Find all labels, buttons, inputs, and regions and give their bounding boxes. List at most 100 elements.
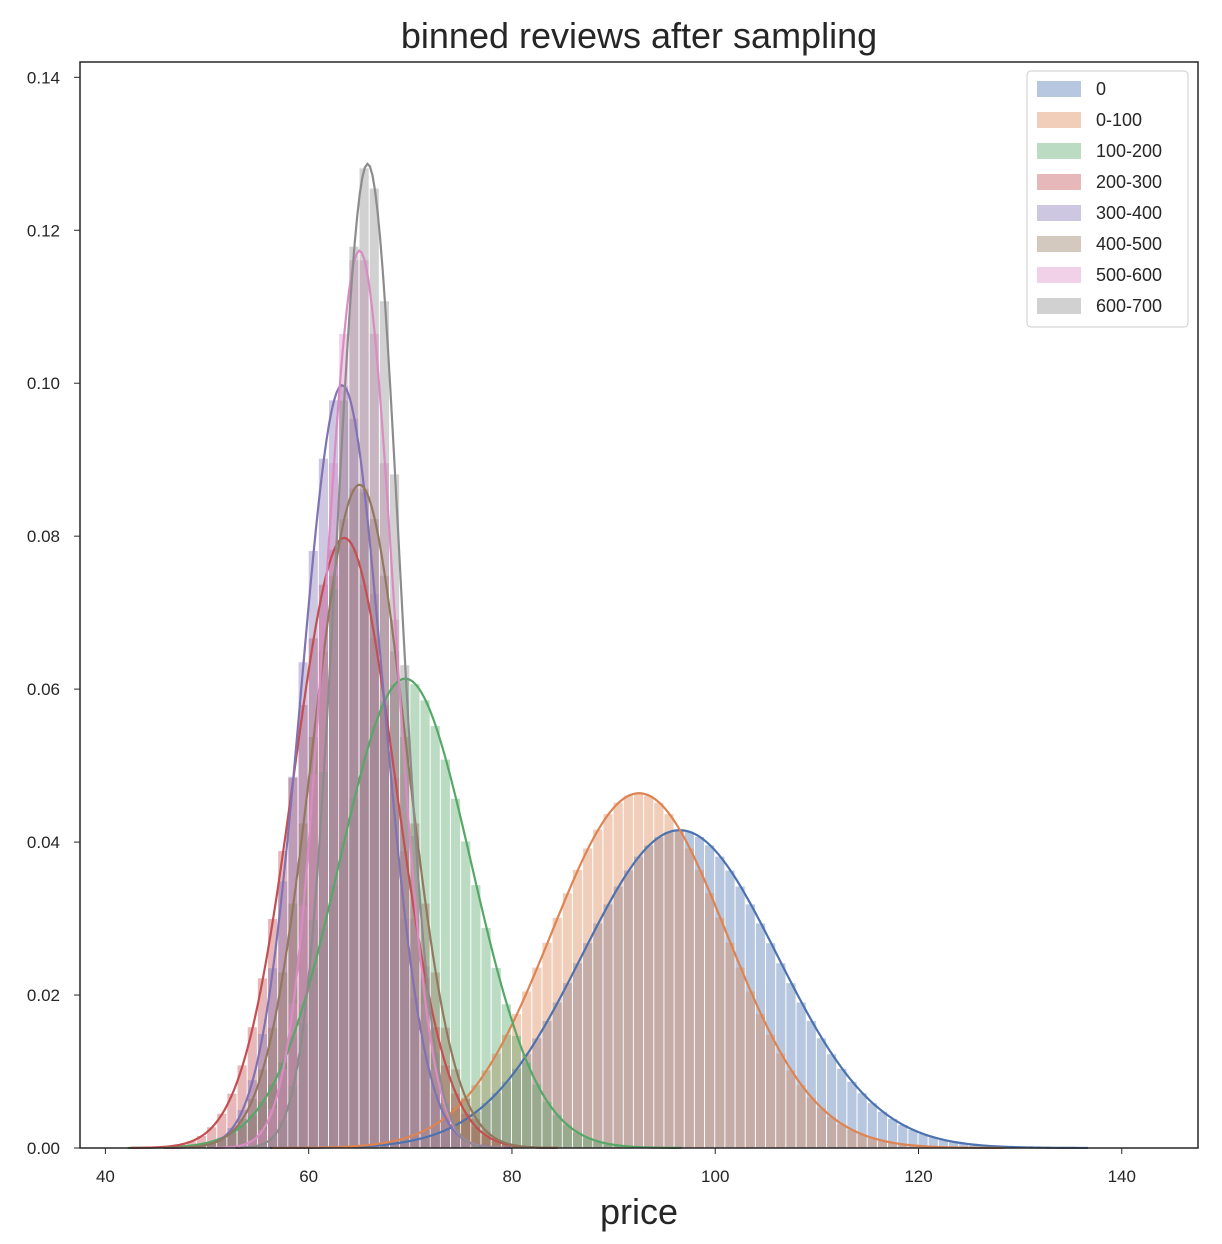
bar-300-400-58 bbox=[288, 776, 298, 1148]
bar-0-117 bbox=[888, 1118, 898, 1148]
bar-0-100-91 bbox=[623, 795, 633, 1148]
x-axis-ticks: 40 60 80 100 120 140 bbox=[96, 1148, 1136, 1186]
bar-0-100-100 bbox=[715, 917, 725, 1148]
bar-100-200-53 bbox=[237, 1125, 247, 1148]
bar-0-90 bbox=[613, 886, 623, 1148]
bar-0-100-105 bbox=[766, 1034, 776, 1148]
bar-400-500-70 bbox=[410, 823, 420, 1148]
bar-200-300-57 bbox=[278, 850, 288, 1148]
x-tick-label-80: 80 bbox=[502, 1167, 521, 1186]
bar-0-124 bbox=[959, 1143, 969, 1148]
bar-0-100-108 bbox=[796, 1085, 806, 1148]
bar-500-600-76 bbox=[471, 1145, 481, 1148]
bar-300-400-56 bbox=[268, 968, 278, 1148]
bar-0-100-110 bbox=[816, 1108, 827, 1148]
bar-0-100-84 bbox=[552, 917, 562, 1148]
bar-500-600-75 bbox=[461, 1140, 471, 1148]
bar-0-78 bbox=[491, 1093, 501, 1148]
bar-400-500-71 bbox=[420, 903, 430, 1148]
bar-200-300-70 bbox=[410, 918, 420, 1148]
chart-title: binned reviews after sampling bbox=[401, 15, 877, 56]
bar-200-300-79 bbox=[501, 1144, 511, 1148]
kde-line-0-100 bbox=[271, 792, 1004, 1150]
y-tick-label-0.10: 0.10 bbox=[27, 374, 60, 393]
x-tick-label-60: 60 bbox=[299, 1167, 318, 1186]
legend-label-0: 0 bbox=[1096, 79, 1106, 99]
bar-0-98 bbox=[694, 837, 705, 1148]
bar-400-500-64 bbox=[349, 488, 359, 1148]
bar-0-100-92 bbox=[633, 793, 644, 1148]
bar-0-111 bbox=[827, 1054, 837, 1148]
bar-200-300-66 bbox=[369, 638, 379, 1148]
bar-0-80 bbox=[511, 1068, 522, 1148]
bar-200-300-71 bbox=[420, 978, 430, 1148]
bar-0-100-119 bbox=[908, 1145, 918, 1148]
bar-0-76 bbox=[471, 1111, 481, 1148]
bar-0-100-85 bbox=[562, 893, 572, 1148]
bar-100-200-71 bbox=[420, 700, 430, 1148]
bar-0-100-81 bbox=[522, 991, 532, 1148]
bar-0-100-101 bbox=[725, 942, 735, 1148]
bar-400-500-72 bbox=[430, 972, 440, 1148]
bar-0-91 bbox=[623, 870, 633, 1148]
bar-0-100-89 bbox=[603, 814, 613, 1148]
bar-0-100-72 bbox=[430, 1124, 440, 1148]
bar-0-113 bbox=[847, 1081, 857, 1148]
legend-label-0-100: 0-100 bbox=[1096, 110, 1142, 130]
bar-300-400-70 bbox=[410, 997, 420, 1148]
bar-0-100-99 bbox=[705, 893, 715, 1148]
bar-0-100-97 bbox=[684, 848, 694, 1148]
bar-0-100-113 bbox=[847, 1130, 857, 1148]
bar-100-200-85 bbox=[562, 1125, 572, 1148]
bar-100-200-84 bbox=[552, 1115, 562, 1148]
x-axis-label: price bbox=[600, 1191, 678, 1232]
bar-100-200-62 bbox=[329, 885, 339, 1148]
bar-400-500-61 bbox=[318, 651, 329, 1148]
legend-swatch-300-400 bbox=[1037, 205, 1081, 221]
bar-0-101 bbox=[725, 870, 735, 1148]
bar-0-115 bbox=[867, 1103, 877, 1148]
bar-600-700-72 bbox=[430, 1052, 440, 1148]
bar-100-200-78 bbox=[491, 968, 501, 1148]
bar-200-300-74 bbox=[450, 1093, 461, 1148]
kde-line-300-400 bbox=[171, 384, 512, 1149]
bar-400-500-62 bbox=[329, 575, 339, 1148]
bar-500-600-71 bbox=[420, 1003, 430, 1148]
bar-0-100-75 bbox=[461, 1097, 471, 1148]
bar-0-112 bbox=[837, 1068, 847, 1148]
bar-0-100-88 bbox=[593, 829, 603, 1148]
bar-400-500-54 bbox=[247, 1098, 257, 1148]
bar-200-300-72 bbox=[430, 1027, 440, 1148]
bar-600-700-59 bbox=[298, 1023, 308, 1148]
bar-0-94 bbox=[654, 837, 664, 1148]
bar-200-300-67 bbox=[379, 704, 389, 1148]
bar-0-100-109 bbox=[806, 1097, 816, 1148]
bar-0-100-106 bbox=[776, 1053, 786, 1148]
bar-500-600-65 bbox=[359, 260, 369, 1148]
bar-100-200-60 bbox=[308, 968, 318, 1148]
bar-100-200-83 bbox=[542, 1101, 552, 1148]
legend-swatch-100-200 bbox=[1037, 143, 1081, 159]
bar-300-400-61 bbox=[318, 458, 329, 1148]
plot-frame bbox=[79, 61, 1199, 1149]
bar-500-600-68 bbox=[389, 619, 400, 1148]
bar-500-600-73 bbox=[440, 1108, 450, 1148]
bar-0-119 bbox=[908, 1129, 918, 1148]
bar-400-500-58 bbox=[288, 903, 298, 1148]
bar-0-92 bbox=[633, 856, 644, 1148]
bar-0-100-71 bbox=[420, 1130, 430, 1148]
bar-0-100-104 bbox=[755, 1013, 766, 1148]
bar-0-85 bbox=[562, 983, 572, 1148]
bar-300-400-50 bbox=[207, 1143, 217, 1148]
bar-100-200-77 bbox=[481, 927, 491, 1148]
bar-0-125 bbox=[969, 1144, 979, 1148]
bar-0-77 bbox=[481, 1103, 491, 1148]
bar-200-300-75 bbox=[461, 1113, 471, 1148]
y-tick-label-0.04: 0.04 bbox=[27, 833, 60, 852]
bar-0-100-82 bbox=[532, 967, 542, 1148]
bar-200-300-61 bbox=[318, 584, 329, 1148]
bar-400-500-50 bbox=[207, 1143, 217, 1148]
bar-300-400-66 bbox=[369, 594, 379, 1148]
bar-200-300-49 bbox=[196, 1135, 207, 1148]
